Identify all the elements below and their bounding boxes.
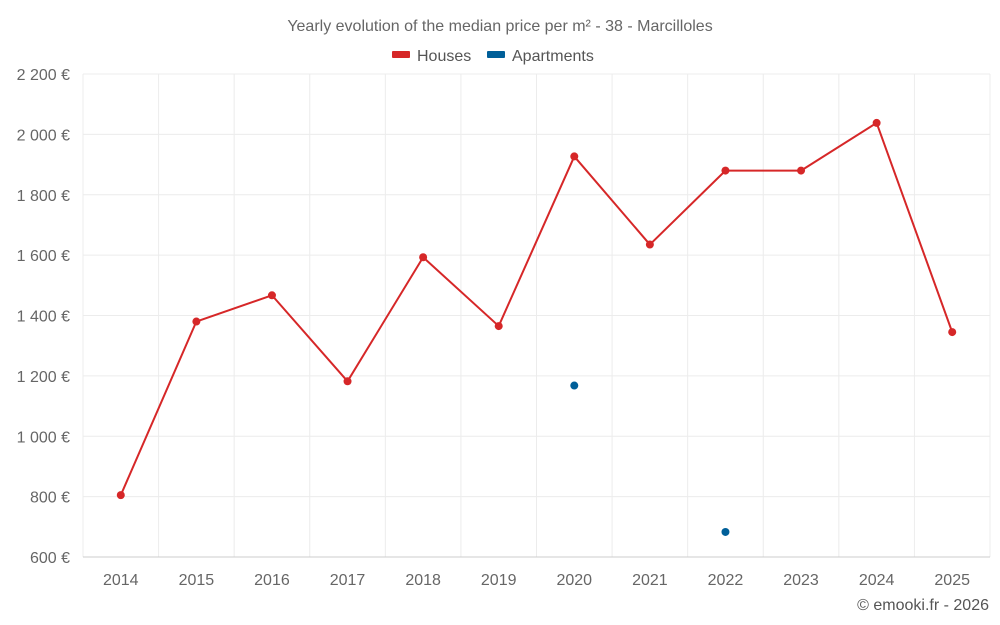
y-tick-label: 1 400 € [17,309,70,326]
data-point-houses[interactable] [494,322,503,331]
data-point-houses[interactable] [570,152,579,161]
y-tick-label: 1 800 € [17,188,70,205]
data-point-houses[interactable] [872,118,881,127]
x-tick-label: 2014 [103,572,139,589]
x-tick-label: 2022 [708,572,744,589]
y-tick-label: 1 200 € [17,369,70,386]
data-point-houses[interactable] [721,166,730,175]
credit-text: © emooki.fr - 2026 [857,597,989,614]
data-point-houses[interactable] [116,491,125,500]
y-tick-label: 1 000 € [17,429,70,446]
grid [82,73,991,557]
legend-swatch-houses[interactable] [392,51,410,58]
data-point-houses[interactable] [419,253,428,262]
chart-title: Yearly evolution of the median price per… [287,18,712,35]
legend-swatch-apartments[interactable] [487,51,505,58]
data-point-apartments[interactable] [570,381,579,390]
data-point-houses[interactable] [267,291,276,300]
x-tick-label: 2019 [481,572,517,589]
x-tick-label: 2023 [783,572,819,589]
x-tick-label: 2018 [405,572,441,589]
y-tick-label: 800 € [30,490,70,507]
x-tick-label: 2025 [934,572,970,589]
series-line-houses [119,121,954,496]
y-axis-ticks: 600 € 800 € 1 000 € 1 200 € 1 400 € 1 600 € 1 … [17,67,70,567]
y-tick-label: 2 200 € [17,67,70,84]
series-houses [116,118,957,500]
series-layer [116,118,957,536]
series-apartments [570,381,730,536]
x-tick-label: 2017 [330,572,366,589]
data-point-apartments[interactable] [721,527,730,536]
x-tick-label: 2024 [859,572,895,589]
legend-label-apartments[interactable]: Apartments [512,48,594,65]
x-axis-ticks: 2014 2015 2016 2017 2018 2019 2020 2021 2022 2023… [103,572,970,589]
y-tick-label: 600 € [30,550,70,567]
data-point-houses[interactable] [645,240,654,249]
legend-label-houses[interactable]: Houses [417,48,471,65]
data-point-houses[interactable] [948,328,957,337]
x-tick-label: 2020 [556,572,592,589]
x-tick-label: 2016 [254,572,290,589]
x-tick-label: 2021 [632,572,668,589]
x-tick-label: 2015 [179,572,215,589]
data-point-houses[interactable] [343,377,352,386]
data-point-houses[interactable] [797,166,806,175]
y-tick-label: 1 600 € [17,248,70,265]
legend: Houses Apartments [392,48,594,65]
data-point-houses[interactable] [192,317,201,326]
y-tick-label: 2 000 € [17,127,70,144]
